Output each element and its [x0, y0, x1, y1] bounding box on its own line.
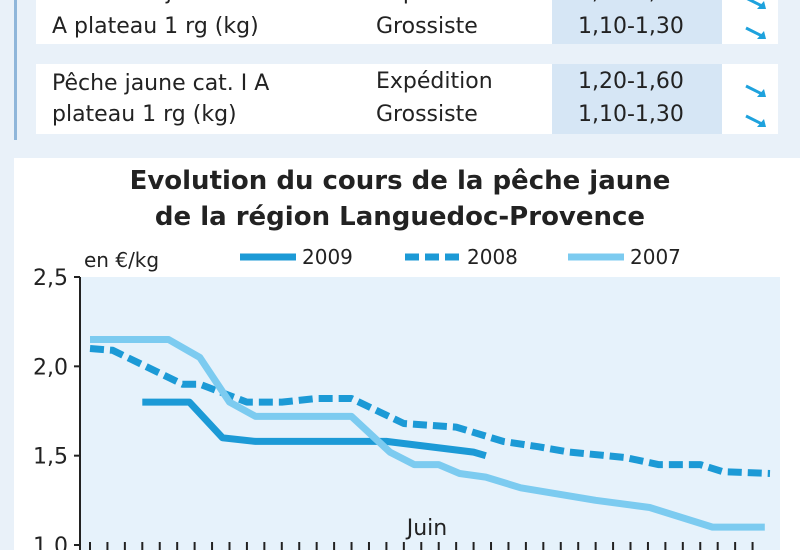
market-type: Expédition — [376, 69, 493, 94]
chart-title-line: Evolution du cours de la pêche jaune — [129, 166, 671, 196]
panel-left-rule — [14, 0, 17, 140]
price-range: 1,10-1,30 — [578, 14, 684, 39]
market-type: Expédition — [376, 0, 556, 8]
price-range: 1,10-1,30 — [578, 102, 684, 127]
y-tick-label: 2,5 — [33, 266, 68, 291]
market-type: Grossiste — [376, 102, 478, 127]
product-label: Nectarine jaune cat. I — [52, 0, 312, 8]
trend-down-arrow-icon — [744, 0, 774, 16]
legend-label-2009: 2009 — [302, 245, 353, 269]
y-tick-label: 1,5 — [33, 445, 68, 470]
price-table-panel: Nectarine jaune cat. I A plateau 1 rg (k… — [0, 0, 800, 140]
price-range: 1,20-1,60 — [578, 0, 708, 8]
chart-title-line: de la région Languedoc-Provence — [154, 202, 646, 232]
product-label: A plateau 1 rg (kg) — [52, 14, 259, 39]
legend-label-2007: 2007 — [630, 245, 681, 269]
product-label: plateau 1 rg (kg) — [52, 102, 237, 127]
product-label: Pêche jaune cat. I A — [52, 71, 270, 96]
y-axis-label: en €/kg — [84, 248, 159, 272]
trend-down-arrow-icon — [744, 22, 774, 46]
trend-down-arrow-icon — [744, 110, 774, 134]
y-tick-label: 2,0 — [33, 355, 68, 380]
price-cell-bg — [552, 0, 722, 44]
price-cell-bg — [552, 64, 722, 134]
x-annotation-juin: Juin — [405, 516, 448, 541]
chart-title: Evolution du cours de la pêche jaune de … — [0, 163, 800, 235]
legend-label-2008: 2008 — [467, 245, 518, 269]
series-line-2007 — [90, 336, 765, 531]
trend-down-arrow-icon — [744, 80, 774, 104]
y-tick-label: 1,0 — [33, 534, 68, 550]
series-line-2009 — [142, 398, 487, 460]
price-range: 1,20-1,60 — [578, 69, 684, 94]
plot-area — [80, 277, 780, 550]
market-type: Grossiste — [376, 14, 478, 39]
